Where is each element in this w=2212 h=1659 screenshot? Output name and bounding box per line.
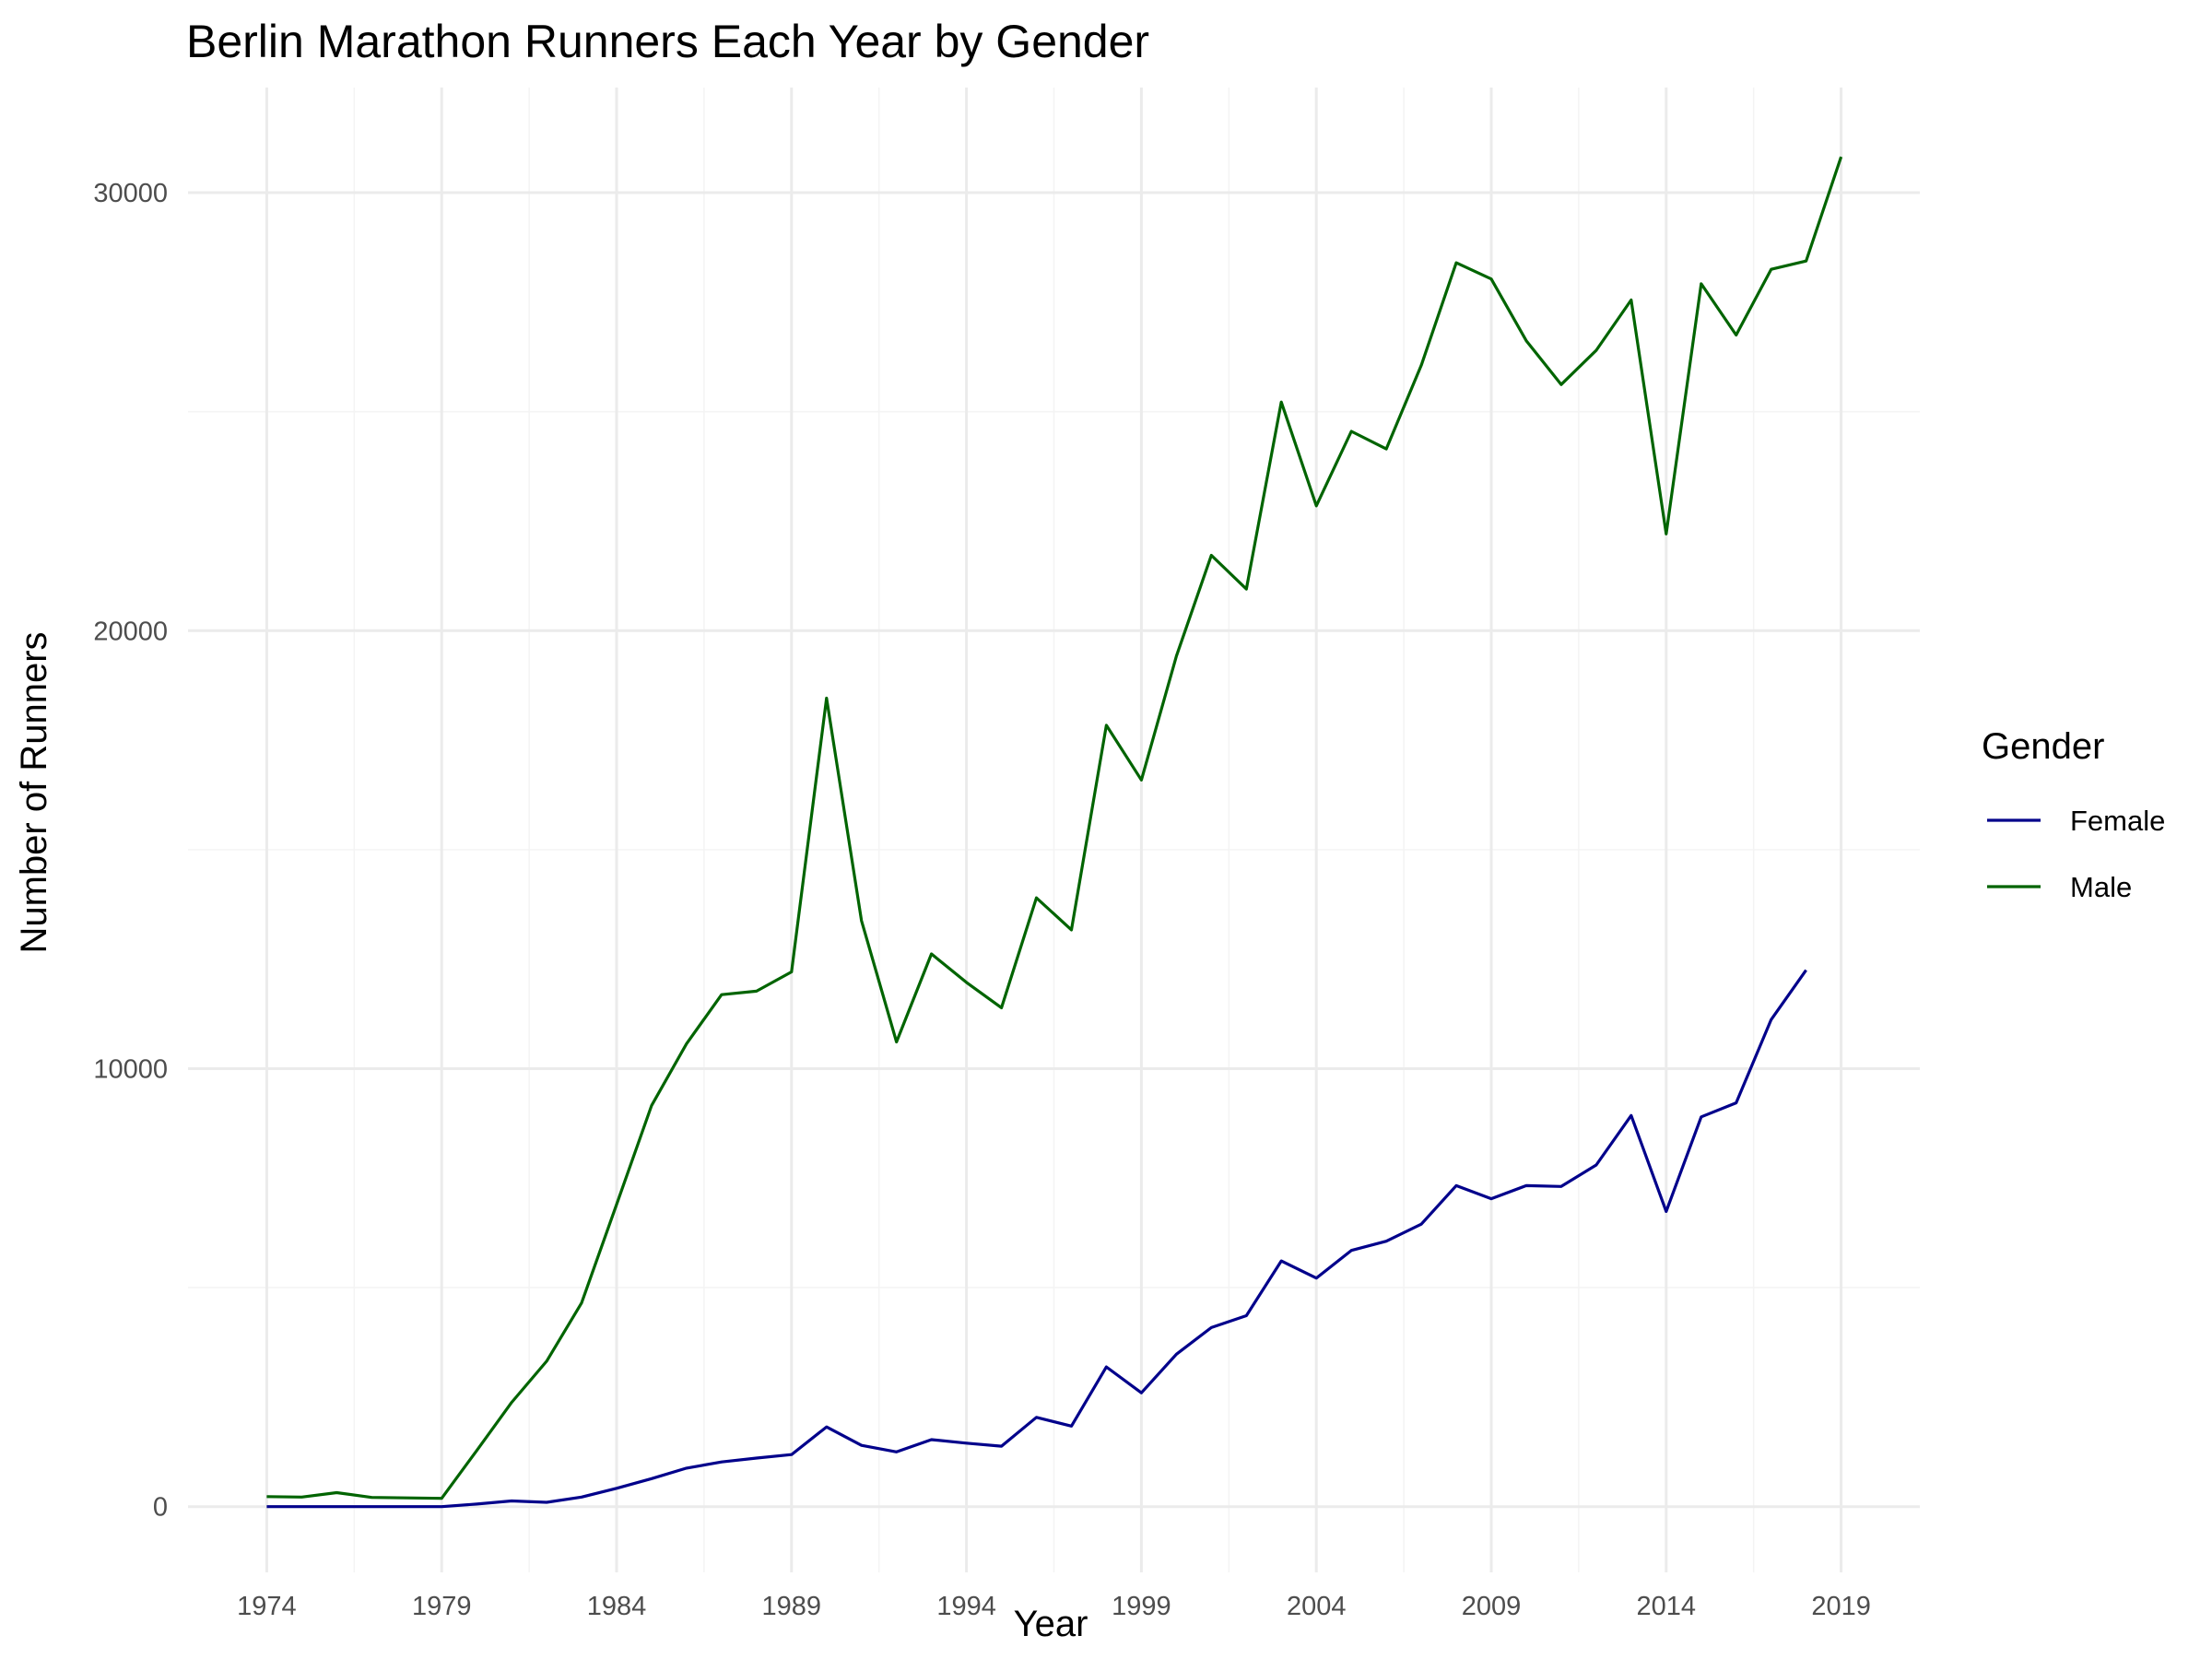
- y-tick-label: 30000: [93, 179, 168, 208]
- series-line-male: [266, 156, 1843, 1500]
- x-axis-ticks: 1974 1979 1984 1989 1994 1999 2004 2009 2014 2019: [237, 1592, 1871, 1621]
- x-tick-label: 1974: [237, 1592, 297, 1621]
- x-tick-label: 1984: [587, 1592, 647, 1621]
- x-tick-label: 2009: [1462, 1592, 1522, 1621]
- x-tick-label: 1999: [1112, 1592, 1171, 1621]
- legend-label-male: Male: [2070, 871, 2132, 903]
- legend: Gender Female Male: [1982, 726, 2165, 903]
- x-tick-label: 1989: [762, 1592, 822, 1621]
- y-tick-label: 20000: [93, 617, 168, 646]
- y-axis-ticks: 0 10000 20000 30000: [93, 179, 168, 1523]
- legend-title: Gender: [1982, 726, 2104, 767]
- y-tick-label: 10000: [93, 1054, 168, 1084]
- legend-items: Female Male: [1987, 805, 2165, 903]
- series-lines: [266, 156, 1843, 1509]
- y-tick-label: 0: [153, 1493, 168, 1523]
- series-line-female: [266, 969, 1807, 1509]
- y-axis-title: Number of Runners: [14, 631, 54, 953]
- x-tick-label: 1979: [412, 1592, 472, 1621]
- x-axis-title: Year: [1014, 1604, 1088, 1644]
- x-tick-label: 2019: [1811, 1592, 1871, 1621]
- chart-title: Berlin Marathon Runners Each Year by Gen…: [186, 16, 1149, 67]
- legend-label-female: Female: [2070, 805, 2165, 837]
- x-tick-label: 1994: [936, 1592, 996, 1621]
- x-tick-label: 2004: [1287, 1592, 1347, 1621]
- x-tick-label: 2014: [1637, 1592, 1697, 1621]
- grid: [188, 88, 1920, 1572]
